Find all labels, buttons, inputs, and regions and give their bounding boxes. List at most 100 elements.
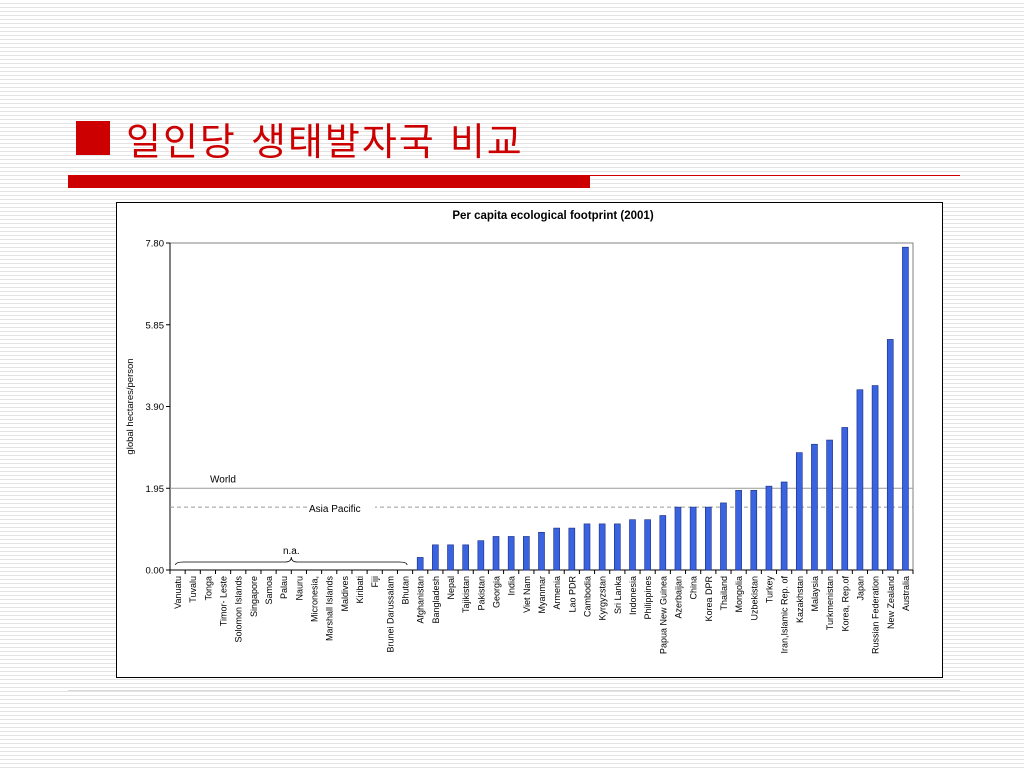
x-tick-label: Tajikistan [461, 576, 471, 613]
x-tick-label: Kiribati [355, 576, 365, 604]
bar [902, 246, 909, 571]
x-tick-label: Solomon Islands [234, 576, 244, 643]
x-tick-label: Australia [901, 576, 911, 611]
bar [553, 527, 560, 571]
x-tick-label: Fiji [370, 576, 380, 588]
bar [629, 519, 636, 571]
na-brace [175, 556, 408, 566]
y-axis-label: global hectares/person [125, 358, 136, 454]
x-tick-label: Thailand [719, 576, 729, 611]
x-tick-label: Papua New Guinea [658, 576, 668, 654]
y-tick-label: 1.95 [146, 484, 165, 495]
x-tick-label: Azerbaijan [673, 576, 683, 619]
reference-label-asia-pacific: Asia Pacific [309, 504, 361, 515]
y-tick-label: 0.00 [146, 566, 165, 577]
bar [780, 481, 788, 571]
x-tick-label: Tonga [203, 576, 213, 601]
bar [477, 540, 485, 571]
bar [689, 506, 697, 571]
bar [674, 506, 682, 571]
bar [720, 502, 727, 571]
x-tick-label: Micronesia, [310, 576, 320, 622]
title-underline-thin [590, 175, 960, 176]
x-tick-label: Kazakhstan [795, 576, 805, 623]
x-tick-label: Marshall Islands [325, 576, 335, 642]
bar [871, 385, 879, 571]
bar [765, 485, 773, 571]
y-tick-label: 5.85 [146, 320, 165, 331]
bar [644, 519, 651, 571]
x-tick-label: Sri Lanka [613, 576, 623, 614]
reference-label-bg [205, 472, 249, 486]
reference-label-world: World [210, 474, 236, 485]
x-tick-label: Viet Nam [522, 576, 532, 613]
bar [735, 490, 742, 571]
slide-title: 일인당 생태발자국 비교 [76, 112, 524, 164]
bar [523, 536, 530, 571]
bar [568, 527, 576, 571]
bar [538, 531, 545, 571]
x-tick-label: Pakistan [476, 576, 486, 611]
y-tick-label: 3.90 [146, 402, 165, 413]
x-tick-label: Timor- Leste [219, 576, 229, 626]
bar [659, 515, 667, 571]
bar [750, 490, 758, 571]
bar [416, 557, 424, 571]
x-tick-label: Bhutan [401, 576, 411, 605]
title-underline [68, 175, 960, 189]
bar [432, 544, 439, 571]
x-tick-label: Armenia [552, 576, 562, 610]
chart-panel: Per capita ecological footprint (2001) 0… [116, 202, 943, 678]
bar [614, 523, 621, 571]
bar [507, 536, 515, 571]
bar [811, 443, 818, 571]
title-bullet-square [76, 121, 110, 155]
x-tick-label: Uzbekistan [749, 576, 759, 621]
bar [826, 439, 833, 571]
chart-title: Per capita ecological footprint (2001) [452, 210, 653, 222]
slide-title-text: 일인당 생태발자국 비교 [126, 119, 524, 164]
bar [704, 506, 712, 571]
x-tick-label: China [689, 576, 699, 600]
x-tick-label: Vanuatu [173, 576, 183, 609]
reference-label-bg [307, 503, 375, 517]
x-tick-label: Kyrgyzstan [598, 576, 608, 621]
x-tick-label: Samoa [264, 576, 274, 605]
bar [856, 389, 864, 571]
footer-rule [68, 690, 960, 691]
plot-area: 0.00 1.95 3.90 5.85 7.80 global hectares/pers… [125, 239, 914, 654]
x-tick-label: Nepal [446, 576, 456, 600]
x-tick-label: Georgia [492, 576, 502, 608]
x-tick-label: Korea, Rep.of [840, 576, 850, 632]
x-tick-label: Mongolia [734, 576, 744, 613]
bar [447, 544, 454, 571]
x-tick-label: Nauru [294, 576, 304, 601]
x-tick-label: Singapore [249, 576, 259, 617]
x-tick-label: Lao PDR [567, 576, 577, 613]
x-tick-label: Afghanistan [416, 576, 426, 624]
x-tick-label: Iran,Islamic Rep. of [780, 576, 790, 654]
x-tick-label: Indonesia [628, 576, 638, 615]
bar [841, 427, 849, 571]
x-tick-label: Philippines [643, 576, 653, 620]
x-tick-label: Japan [855, 576, 865, 601]
bar [886, 339, 894, 571]
ecological-footprint-chart: Per capita ecological footprint (2001) 0… [125, 210, 914, 654]
bar [492, 536, 500, 571]
x-tick-label: Palau [279, 576, 289, 599]
x-tick-label: New Zealand [886, 576, 896, 629]
x-tick-label: India [507, 576, 517, 596]
title-underline-bar [68, 175, 590, 188]
x-tick-label: Myanmar [537, 576, 547, 614]
x-tick-label: Russian Federation [871, 576, 881, 654]
x-tick-label: Turkmenistan [825, 576, 835, 630]
x-tick-label: Brunei Darussalam [385, 576, 395, 653]
x-tick-label: Cambodia [582, 576, 592, 617]
bar [598, 523, 606, 571]
na-label: n.a. [283, 546, 300, 557]
x-tick-label: Turkey [764, 576, 774, 604]
x-tick-label: Korea DPR [704, 576, 714, 622]
bar [583, 523, 591, 571]
x-tick-label: Bangladesh [431, 576, 441, 624]
x-tick-label: Maldives [340, 576, 350, 612]
